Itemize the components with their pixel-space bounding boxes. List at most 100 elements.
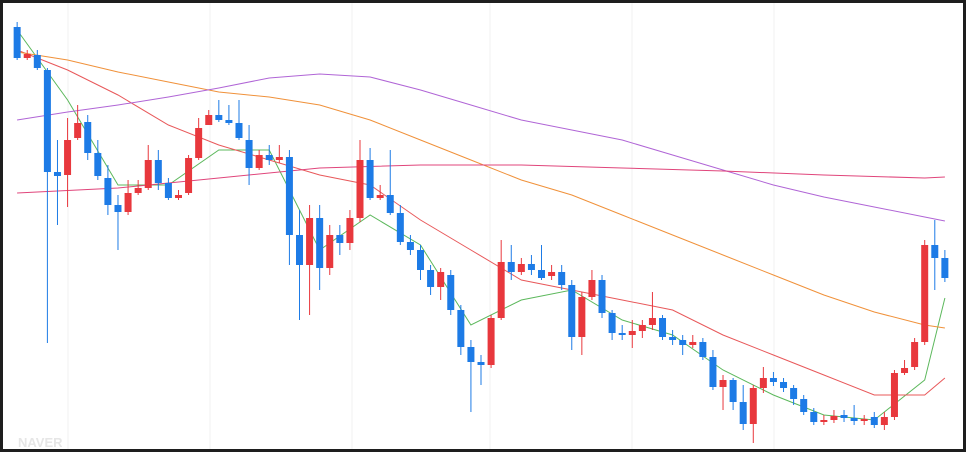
candle-body (356, 160, 364, 218)
candle-body (285, 157, 293, 235)
candle-body (608, 313, 616, 333)
candle-body (275, 157, 283, 160)
candle-body (316, 218, 324, 268)
candle-body (911, 342, 919, 367)
candle-body (134, 188, 142, 193)
candle-body (104, 178, 112, 205)
candle-body (790, 388, 798, 399)
candle-body (396, 213, 404, 242)
candle-body (749, 388, 757, 424)
candle-body (921, 245, 929, 342)
candle-body (215, 115, 223, 120)
candle-body (689, 342, 697, 345)
candle-body (598, 280, 606, 313)
candle-body (890, 373, 898, 417)
candle-body (23, 54, 31, 58)
candle-body (648, 318, 656, 325)
candle-body (729, 380, 737, 402)
candle-body (628, 331, 636, 335)
candle-body (33, 55, 41, 68)
candle-body (195, 128, 203, 158)
candle-body (870, 417, 878, 425)
candle-body (417, 250, 425, 270)
candle-body (43, 70, 51, 172)
candle-body (820, 420, 828, 422)
candle-body (346, 218, 354, 243)
candle-body (64, 140, 72, 175)
candle-body (437, 272, 445, 287)
candle-body (386, 195, 394, 213)
candle-body (850, 418, 858, 421)
candle-body (457, 310, 465, 347)
candle-body (366, 160, 374, 198)
candle-body (588, 280, 596, 297)
candle-body (94, 153, 102, 176)
candle-body (174, 195, 182, 198)
candle-body (538, 270, 546, 278)
candle-body (74, 123, 82, 138)
candle-body (255, 155, 263, 168)
candle-body (840, 415, 848, 418)
candle-body (114, 205, 122, 212)
candle-body (719, 380, 727, 387)
candle-body (376, 195, 384, 198)
candle-body (336, 235, 344, 243)
candle-body (830, 416, 838, 420)
moving-average-line (16, 49, 946, 396)
candle-body (235, 123, 243, 138)
candle-body (941, 258, 949, 278)
candle-body (245, 140, 253, 168)
candle-body (901, 368, 909, 373)
candle-body (780, 382, 788, 388)
candle-body (124, 193, 132, 212)
candle-body (306, 218, 314, 265)
candle-body (164, 183, 172, 198)
candle-body (558, 272, 566, 285)
candle-body (759, 378, 767, 388)
candle-body (810, 412, 818, 422)
candle-body (205, 115, 213, 125)
candle-body (487, 318, 495, 365)
candle-body (53, 172, 61, 176)
candle-body (931, 245, 939, 258)
candle-body (497, 262, 505, 318)
candle-body (185, 158, 193, 193)
candle-body (225, 120, 233, 123)
candle-body (578, 297, 586, 337)
candle-body (880, 417, 888, 425)
candle-body (618, 333, 626, 335)
moving-average-line (17, 73, 945, 222)
candle-body (406, 242, 414, 250)
candle-body (447, 275, 455, 310)
candle-body (739, 402, 747, 424)
candle-body (699, 342, 707, 357)
candle-body (638, 325, 646, 331)
candle-body (13, 27, 21, 58)
candle-body (507, 262, 515, 272)
candle-body (679, 340, 687, 345)
candle-body (527, 264, 535, 270)
candle-body (84, 122, 92, 153)
candle-body (295, 235, 303, 265)
moving-average-line (16, 29, 946, 421)
candle-body (144, 160, 152, 188)
candle-body (326, 235, 334, 268)
candle-body (669, 337, 677, 340)
candle-body (860, 419, 868, 421)
watermark: NAVER (18, 435, 63, 450)
moving-average-line (17, 51, 945, 329)
candle-body (548, 272, 556, 276)
candle-body (709, 357, 717, 387)
candle-body (769, 378, 777, 382)
candle-body (154, 160, 162, 183)
candle-body (265, 155, 273, 160)
candle-body (477, 362, 485, 365)
candle-body (467, 347, 475, 362)
candle-body (800, 399, 808, 412)
candle-body (517, 264, 525, 272)
candle-body (427, 270, 435, 287)
candle-body (568, 285, 576, 337)
candle-body (659, 318, 667, 337)
